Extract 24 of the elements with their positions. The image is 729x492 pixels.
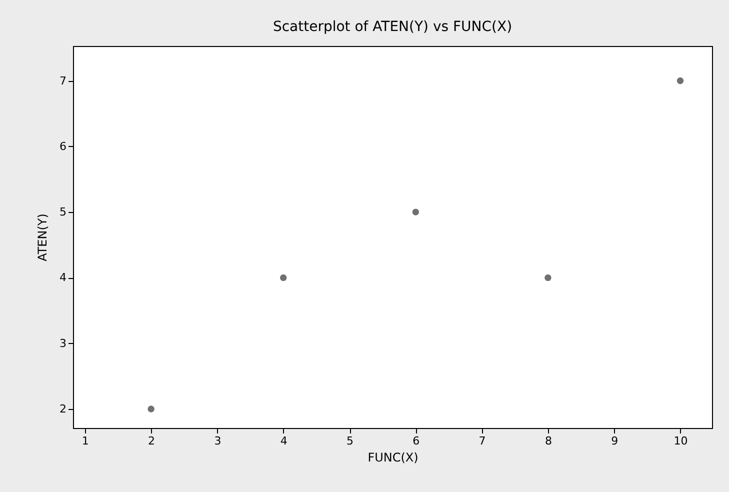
y-axis-title: ATEN(Y): [36, 214, 50, 262]
point: [544, 274, 552, 282]
point: [280, 274, 287, 282]
x-tick-label: 4: [280, 434, 288, 448]
x-tick-label: 3: [214, 434, 222, 448]
x-tick-label: 9: [611, 434, 618, 448]
x-tick-label: 8: [544, 434, 552, 448]
y-tick-label: 6: [60, 140, 66, 153]
y-tick-label: 3: [60, 336, 66, 350]
y-tick-label: 2: [60, 402, 66, 416]
x-axis-title: FUNC(X): [368, 450, 418, 464]
point: [676, 77, 684, 84]
y-tick-label: 4: [60, 271, 66, 284]
point: [412, 208, 420, 216]
x-tick-label: 2: [148, 434, 156, 448]
x-tick-label: 6: [412, 434, 420, 448]
x-tick-label: 7: [478, 434, 486, 448]
y-tick-label: 7: [60, 74, 66, 88]
point: [148, 406, 154, 412]
chart-title: Scatterplot of ATEN(Y) vs FUNC(X): [272, 19, 512, 35]
x-tick-label: 10: [674, 434, 688, 448]
y-tick-label: 5: [60, 206, 66, 219]
x-tick-label: 5: [346, 434, 354, 448]
x-tick-label: 1: [82, 434, 89, 448]
